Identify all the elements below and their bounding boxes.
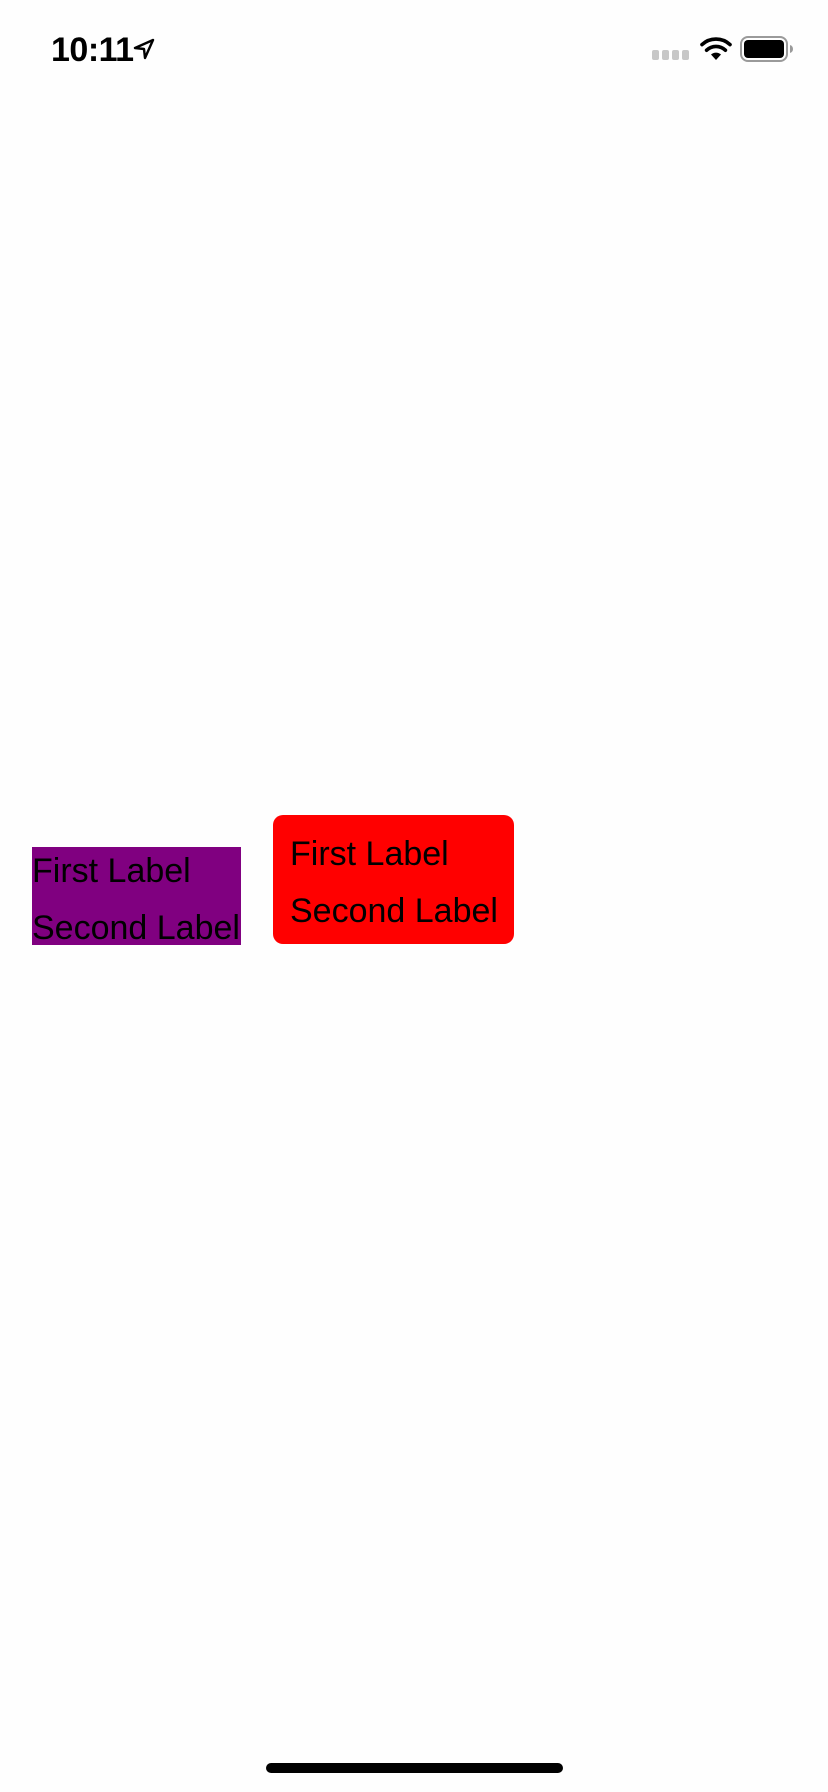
- battery-icon: [740, 36, 793, 62]
- cellular-signal-icon: [652, 50, 689, 60]
- status-bar: 10:11: [0, 0, 828, 100]
- wifi-icon: [700, 37, 732, 60]
- second-label: Second Label: [290, 892, 498, 930]
- red-label-stack: First Label Second Label: [273, 815, 514, 944]
- first-label: First Label: [290, 835, 449, 873]
- location-arrow-icon: [133, 38, 155, 60]
- home-indicator[interactable]: [266, 1763, 563, 1773]
- purple-label-stack: First Label Second Label: [32, 847, 241, 947]
- first-label: First Label: [32, 852, 191, 890]
- second-label: Second Label: [32, 909, 240, 947]
- status-time: 10:11: [51, 31, 134, 69]
